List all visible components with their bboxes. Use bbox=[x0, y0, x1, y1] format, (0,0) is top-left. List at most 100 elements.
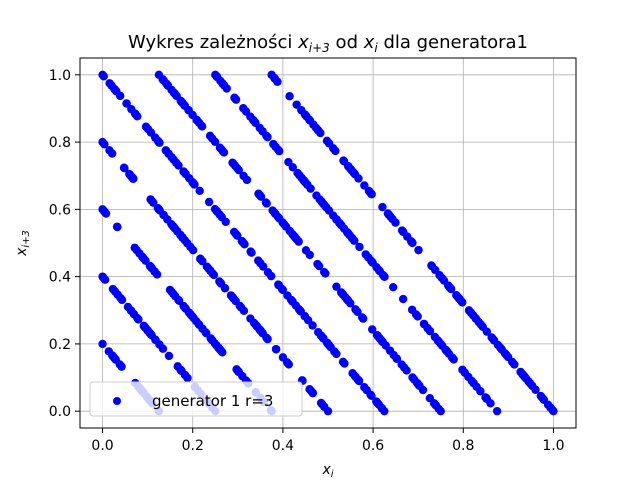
x-tick-label: 0.2 bbox=[182, 438, 204, 454]
scatter-point bbox=[269, 139, 278, 149]
scatter-point bbox=[305, 116, 315, 125]
scatter-point bbox=[476, 387, 485, 396]
scatter-point bbox=[353, 375, 362, 384]
scatter-point bbox=[271, 344, 281, 354]
scatter-point bbox=[434, 337, 444, 346]
scatter-point bbox=[126, 306, 136, 315]
scatter-point bbox=[172, 91, 181, 101]
scatter-point bbox=[127, 172, 136, 182]
scatter-point bbox=[256, 192, 266, 201]
scatter-point bbox=[446, 284, 456, 294]
scatter-point bbox=[117, 362, 126, 371]
scatter-point bbox=[354, 174, 363, 183]
y-tick-label: 0.0 bbox=[49, 404, 71, 420]
scatter-point bbox=[313, 259, 322, 269]
scatter-point bbox=[204, 197, 214, 207]
scatter-point bbox=[150, 267, 159, 276]
scatter-point bbox=[361, 250, 370, 259]
scatter-point bbox=[262, 131, 271, 140]
scatter-point bbox=[262, 333, 271, 343]
scatter-point bbox=[457, 297, 466, 306]
scatter-point bbox=[163, 81, 173, 90]
scatter-point bbox=[285, 92, 294, 101]
scatter-point bbox=[525, 378, 535, 388]
scatter-point bbox=[497, 345, 507, 354]
scatter-point bbox=[398, 294, 408, 304]
scatter-point bbox=[237, 236, 247, 246]
scatter-point bbox=[122, 99, 131, 108]
scatter-point bbox=[187, 311, 197, 321]
scatter-point bbox=[349, 168, 358, 177]
scatter-point bbox=[112, 87, 121, 96]
scatter-point bbox=[198, 324, 207, 333]
x-tick-label: 0.0 bbox=[91, 438, 113, 454]
scatter-point bbox=[127, 104, 136, 114]
scatter-point bbox=[209, 270, 219, 280]
scatter-point bbox=[168, 222, 178, 231]
scatter-point bbox=[181, 304, 191, 314]
scatter-point bbox=[425, 326, 435, 336]
scatter-point bbox=[218, 146, 227, 155]
axis-ticks: 0.0 0.2 0.4 0.6 0.8 1.0 0.0 0.2 0.4 0.6 0.8 1.0 bbox=[49, 68, 565, 454]
scatter-point bbox=[254, 256, 263, 265]
scatter-point bbox=[171, 291, 180, 301]
scatter-point bbox=[441, 345, 450, 354]
scatter-point bbox=[419, 319, 429, 329]
scatter-point bbox=[211, 70, 220, 80]
scatter-point bbox=[246, 314, 255, 323]
scatter-point bbox=[231, 296, 240, 306]
scatter-point bbox=[164, 149, 173, 158]
scatter-point bbox=[238, 371, 247, 381]
x-tick-label: 1.0 bbox=[542, 438, 564, 454]
scatter-point bbox=[195, 186, 204, 196]
scatter-point bbox=[358, 314, 368, 323]
scatter-point bbox=[194, 118, 204, 128]
scatter-point bbox=[430, 265, 440, 275]
scatter-point bbox=[317, 399, 327, 409]
scatter-point bbox=[284, 157, 293, 167]
scatter-point bbox=[149, 198, 158, 207]
scatter-point bbox=[241, 107, 251, 116]
scatter-point bbox=[324, 139, 334, 148]
scatter-point bbox=[171, 158, 181, 167]
y-tick-label: 0.6 bbox=[49, 202, 71, 218]
scatter-point bbox=[180, 101, 189, 110]
scatter-point bbox=[368, 325, 377, 334]
scatter-point bbox=[378, 202, 387, 212]
scatter-point bbox=[386, 212, 395, 221]
scatter-point bbox=[281, 222, 291, 231]
scatter-point bbox=[413, 312, 422, 321]
scatter-point bbox=[130, 243, 139, 252]
scatter-point bbox=[407, 305, 417, 314]
scatter-point bbox=[414, 380, 423, 389]
scatter-point bbox=[312, 191, 321, 200]
scatter-point bbox=[98, 205, 107, 214]
scatter-point bbox=[255, 325, 265, 335]
y-axis-label: xi+3 bbox=[14, 230, 32, 257]
scatter-point bbox=[508, 357, 517, 367]
scatter-point bbox=[98, 70, 107, 80]
scatter-point bbox=[431, 400, 440, 410]
scatter-point bbox=[328, 211, 338, 220]
scatter-point bbox=[425, 394, 435, 403]
x-tick-label: 0.6 bbox=[362, 438, 384, 454]
scatter-point bbox=[437, 273, 447, 283]
scatter-point bbox=[339, 156, 348, 165]
scatter-point bbox=[406, 237, 416, 246]
scatter-point bbox=[436, 406, 445, 416]
scatter-point bbox=[275, 214, 284, 223]
scatter-point bbox=[399, 363, 409, 372]
scatter-point bbox=[338, 357, 348, 367]
scatter-point bbox=[380, 406, 389, 416]
scatter-point bbox=[397, 226, 407, 235]
scatter-point bbox=[105, 79, 114, 88]
scatter-point bbox=[381, 341, 390, 350]
scatter-point bbox=[232, 231, 242, 240]
scatter-point bbox=[183, 373, 192, 383]
scatter-point bbox=[110, 353, 119, 363]
scatter-point bbox=[414, 245, 423, 255]
scatter-point bbox=[207, 134, 217, 143]
scatter-point bbox=[159, 210, 168, 219]
scatter-point bbox=[335, 218, 344, 227]
